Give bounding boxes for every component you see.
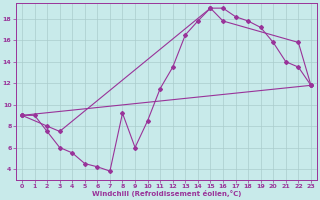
X-axis label: Windchill (Refroidissement éolien,°C): Windchill (Refroidissement éolien,°C) (92, 190, 241, 197)
